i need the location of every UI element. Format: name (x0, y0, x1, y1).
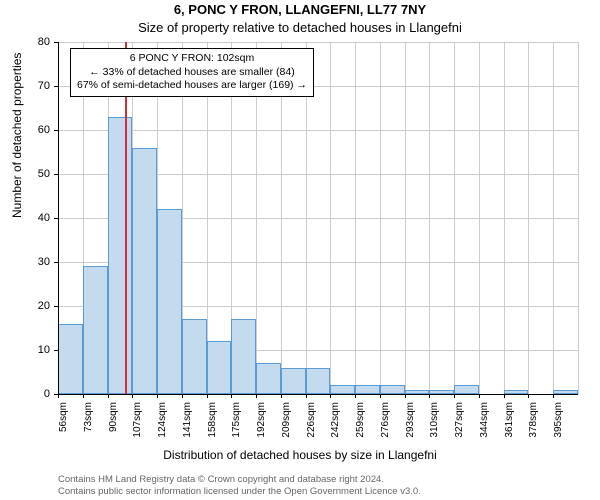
x-tick-label: 90sqm (108, 402, 119, 442)
x-tick-label: 175sqm (231, 402, 242, 442)
x-tick-mark (157, 394, 158, 398)
annotation-line1: 6 PONC Y FRON: 102sqm (77, 52, 307, 66)
histogram-bar (132, 148, 157, 394)
gridline-v (405, 42, 406, 394)
histogram-bar (157, 209, 182, 394)
chart-title-sub: Size of property relative to detached ho… (0, 20, 600, 35)
x-tick-mark (405, 394, 406, 398)
x-tick-label: 310sqm (429, 402, 440, 442)
y-tick-label: 40 (20, 212, 50, 224)
chart-container: 6, PONC Y FRON, LLANGEFNI, LL77 7NY Size… (0, 0, 600, 500)
x-tick-label: 327sqm (454, 402, 465, 442)
x-tick-mark (380, 394, 381, 398)
gridline-v (578, 42, 579, 394)
x-tick-mark (132, 394, 133, 398)
histogram-bar (108, 117, 133, 394)
histogram-bar (380, 385, 405, 394)
x-tick-label: 192sqm (256, 402, 267, 442)
x-axis-label: Distribution of detached houses by size … (0, 448, 600, 462)
gridline-v (454, 42, 455, 394)
gridline-v (479, 42, 480, 394)
x-tick-mark (231, 394, 232, 398)
histogram-bar (454, 385, 479, 394)
x-tick-mark (429, 394, 430, 398)
x-tick-mark (108, 394, 109, 398)
gridline-h (58, 42, 578, 43)
x-tick-label: 158sqm (207, 402, 218, 442)
footnote-line1: Contains HM Land Registry data © Crown c… (58, 474, 421, 486)
footnote-line2: Contains public sector information licen… (58, 486, 421, 498)
gridline-v (355, 42, 356, 394)
x-tick-label: 344sqm (479, 402, 490, 442)
x-axis-line (58, 394, 578, 395)
x-tick-label: 56sqm (58, 402, 69, 442)
annotation-box: 6 PONC Y FRON: 102sqm ← 33% of detached … (70, 48, 314, 97)
x-tick-label: 226sqm (306, 402, 317, 442)
gridline-v (429, 42, 430, 394)
y-tick-label: 10 (20, 344, 50, 356)
histogram-bar (330, 385, 355, 394)
x-tick-label: 242sqm (330, 402, 341, 442)
x-tick-mark (504, 394, 505, 398)
x-tick-label: 259sqm (355, 402, 366, 442)
x-tick-label: 395sqm (553, 402, 564, 442)
histogram-bar (281, 368, 306, 394)
x-tick-mark (58, 394, 59, 398)
gridline-v (380, 42, 381, 394)
x-tick-mark (330, 394, 331, 398)
x-tick-mark (454, 394, 455, 398)
x-tick-mark (207, 394, 208, 398)
gridline-v (553, 42, 554, 394)
x-tick-mark (479, 394, 480, 398)
histogram-bar (355, 385, 380, 394)
x-tick-mark (83, 394, 84, 398)
x-tick-label: 361sqm (504, 402, 515, 442)
x-tick-mark (306, 394, 307, 398)
annotation-line2: ← 33% of detached houses are smaller (84… (77, 66, 307, 80)
x-tick-label: 107sqm (132, 402, 143, 442)
histogram-bar (306, 368, 331, 394)
x-tick-mark (182, 394, 183, 398)
footnote: Contains HM Land Registry data © Crown c… (58, 474, 421, 498)
histogram-bar (83, 266, 108, 394)
y-tick-label: 60 (20, 124, 50, 136)
y-tick-label: 70 (20, 80, 50, 92)
y-tick-label: 0 (20, 388, 50, 400)
x-tick-mark (528, 394, 529, 398)
y-tick-label: 30 (20, 256, 50, 268)
x-tick-label: 276sqm (380, 402, 391, 442)
gridline-v (330, 42, 331, 394)
annotation-line3: 67% of semi-detached houses are larger (… (77, 79, 307, 93)
histogram-bar (182, 319, 207, 394)
x-tick-label: 73sqm (83, 402, 94, 442)
histogram-bar (207, 341, 232, 394)
histogram-bar (256, 363, 281, 394)
x-tick-label: 124sqm (157, 402, 168, 442)
histogram-bar (58, 324, 83, 394)
histogram-bar (231, 319, 256, 394)
x-tick-label: 378sqm (528, 402, 539, 442)
gridline-v (528, 42, 529, 394)
y-tick-label: 20 (20, 300, 50, 312)
gridline-h (58, 130, 578, 131)
y-tick-label: 50 (20, 168, 50, 180)
y-tick-label: 80 (20, 36, 50, 48)
gridline-v (504, 42, 505, 394)
x-tick-label: 293sqm (405, 402, 416, 442)
x-tick-mark (355, 394, 356, 398)
x-tick-label: 141sqm (182, 402, 193, 442)
x-tick-label: 209sqm (281, 402, 292, 442)
x-tick-mark (281, 394, 282, 398)
y-axis-line (58, 42, 59, 394)
x-tick-mark (256, 394, 257, 398)
x-tick-mark (553, 394, 554, 398)
chart-title-main: 6, PONC Y FRON, LLANGEFNI, LL77 7NY (0, 2, 600, 17)
